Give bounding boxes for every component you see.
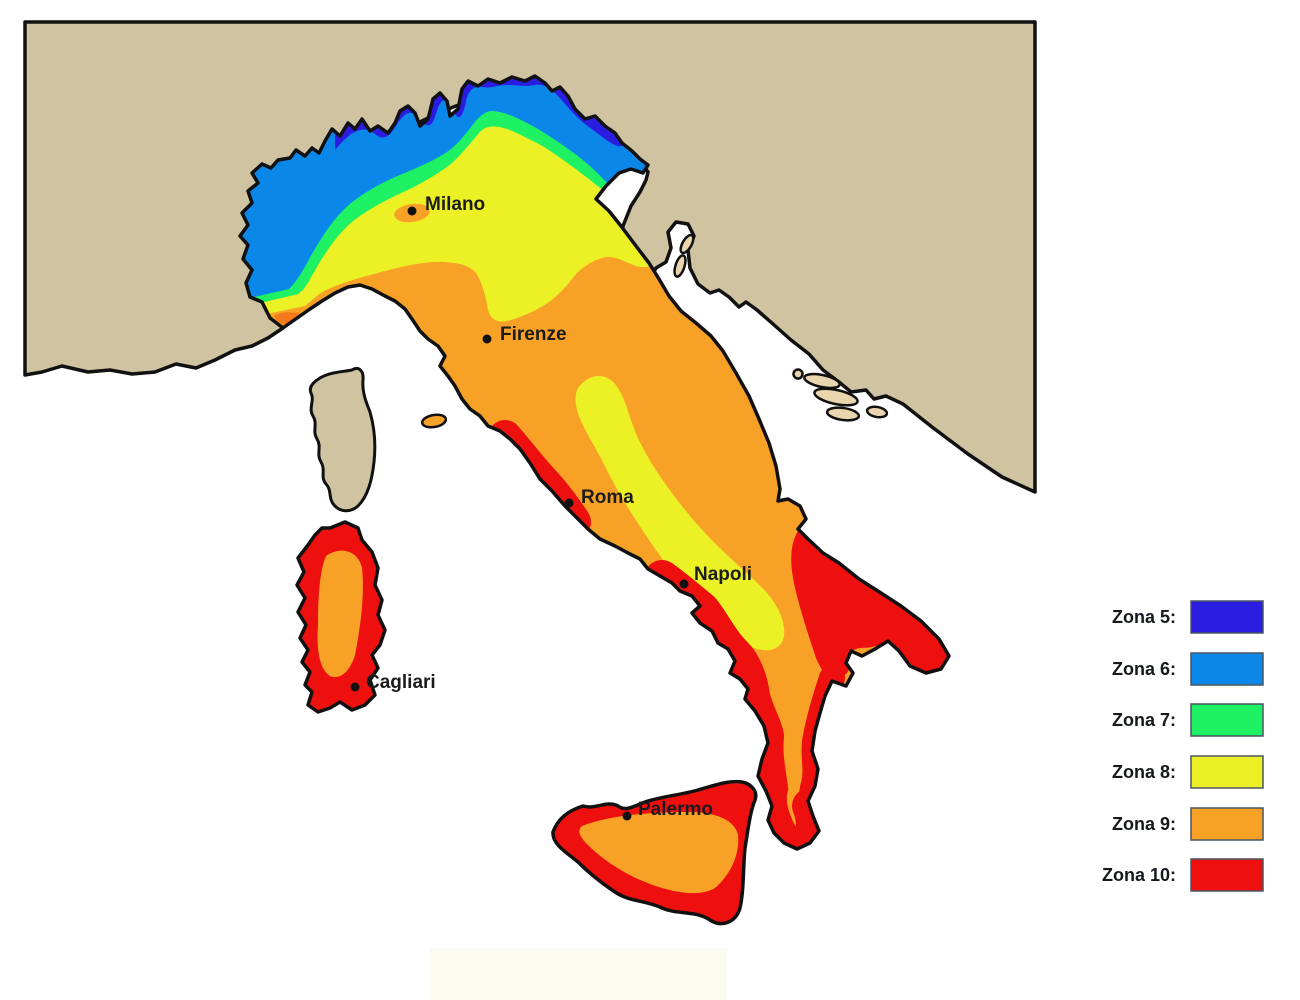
legend-swatch-zona-9 bbox=[1190, 807, 1264, 841]
corsica-island bbox=[308, 366, 377, 513]
legend-label: Zona 6: bbox=[1111, 659, 1176, 679]
legend-label: Zona 10: bbox=[1101, 865, 1176, 885]
firenze-dot bbox=[482, 334, 492, 344]
island bbox=[673, 254, 687, 278]
croatian-islands bbox=[673, 233, 889, 422]
city-labels: Milano Firenze Roma Napoli Cagliari Pale… bbox=[366, 194, 752, 820]
legend-row-zona-7: Zona 7: bbox=[1080, 703, 1280, 737]
zone10-puglia-heel bbox=[791, 528, 949, 679]
island bbox=[803, 372, 841, 390]
legend-row-zona-8: Zona 8: bbox=[1080, 755, 1280, 789]
city-markers bbox=[350, 206, 689, 821]
city-label-roma: Roma bbox=[581, 487, 634, 508]
elba-island bbox=[420, 413, 448, 429]
zone8-apennine-ridge bbox=[575, 376, 785, 651]
island bbox=[865, 405, 889, 419]
island bbox=[792, 368, 804, 380]
island bbox=[825, 406, 861, 422]
legend-label: Zona 5: bbox=[1111, 607, 1176, 627]
sardinia-zone9-interior bbox=[317, 550, 363, 678]
sicily-zone9-interior bbox=[579, 812, 739, 894]
legend-row-zona-10: Zona 10: bbox=[1080, 858, 1280, 892]
napoli-dot bbox=[679, 579, 689, 589]
island bbox=[679, 233, 695, 255]
italy-mainland-outline bbox=[238, 74, 951, 851]
island bbox=[813, 387, 859, 407]
city-label-firenze: Firenze bbox=[500, 324, 567, 345]
city-label-napoli: Napoli bbox=[694, 564, 752, 585]
roma-dot bbox=[564, 498, 574, 508]
legend-label: Zona 7: bbox=[1111, 710, 1176, 730]
legend-swatch-zona-5 bbox=[1190, 600, 1264, 634]
city-label-palermo: Palermo bbox=[638, 799, 713, 820]
legend-label: Zona 9: bbox=[1111, 814, 1176, 834]
legend-row-zona-9: Zona 9: bbox=[1080, 807, 1280, 841]
background-artifact bbox=[430, 948, 727, 1000]
legend-row-zona-5: Zona 5: bbox=[1080, 600, 1280, 634]
palermo-dot bbox=[622, 811, 632, 821]
legend-swatch-zona-10 bbox=[1190, 858, 1264, 892]
legend-swatch-zona-8 bbox=[1190, 755, 1264, 789]
city-label-milano: Milano bbox=[425, 194, 485, 215]
legend-swatch-zona-6 bbox=[1190, 652, 1264, 686]
cagliari-dot bbox=[350, 682, 360, 692]
legend-row-zona-6: Zona 6: bbox=[1080, 652, 1280, 686]
italy-map: Milano Firenze Roma Napoli Cagliari Pale… bbox=[23, 20, 1037, 926]
legend-swatch-zona-7 bbox=[1190, 703, 1264, 737]
milano-dot bbox=[407, 206, 417, 216]
city-label-cagliari: Cagliari bbox=[366, 672, 436, 693]
map-canvas: Milano Firenze Roma Napoli Cagliari Pale… bbox=[23, 20, 1037, 926]
legend-label: Zona 8: bbox=[1111, 762, 1176, 782]
